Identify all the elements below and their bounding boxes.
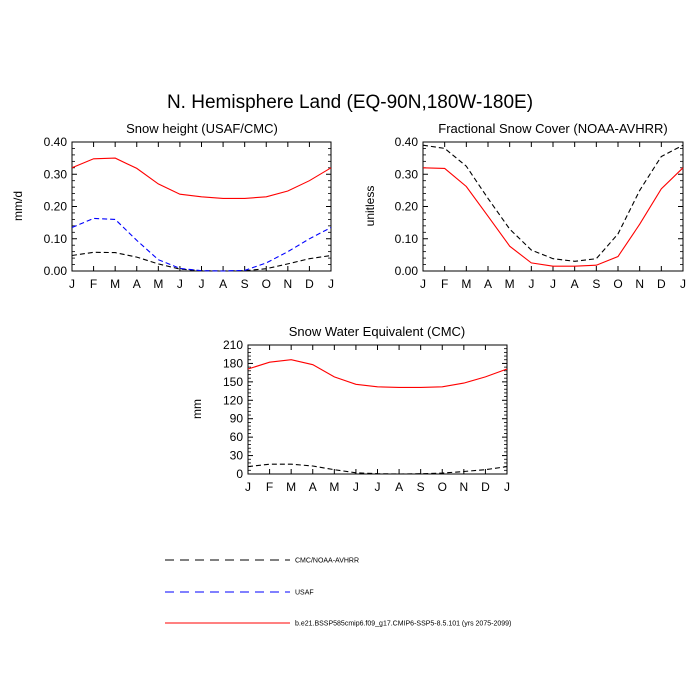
y-tick-label: 0.10	[44, 232, 68, 246]
panel-title: Snow Water Equivalent (CMC)	[289, 324, 466, 339]
x-tick-label: M	[110, 277, 120, 291]
x-tick-label: O	[438, 480, 447, 494]
y-tick-label: 120	[223, 393, 243, 407]
plot-frame	[422, 141, 684, 272]
fractional-snow-cover-panel: Fractional Snow Cover (NOAA-AVHRR) unitl…	[363, 121, 686, 291]
legend: CMC/NOAA-AVHRR USAF b.e21.BSSP585cmip6.f…	[165, 558, 511, 628]
y-tick-label: 0.20	[44, 200, 68, 214]
series-line-cmc	[247, 463, 508, 475]
x-tick-label: A	[571, 277, 579, 291]
x-tick-label: J	[504, 480, 510, 494]
legend-item-cmc: CMC/NOAA-AVHRR	[165, 558, 359, 565]
y-tick-label: 0	[236, 467, 243, 481]
x-tick-label: J	[353, 480, 359, 494]
panel-title: Snow height (USAF/CMC)	[126, 121, 278, 136]
x-tick-label: M	[153, 277, 163, 291]
y-tick-label: 0.20	[395, 200, 419, 214]
series-line-cmc	[422, 144, 684, 262]
x-tick-label: M	[505, 277, 515, 291]
series-line-model	[422, 167, 684, 267]
x-tick-label: A	[219, 277, 227, 291]
y-tick-label: 0.30	[395, 167, 419, 181]
panel-title: Fractional Snow Cover (NOAA-AVHRR)	[438, 121, 667, 136]
plot-frame	[247, 344, 508, 475]
legend-item-usaf: USAF	[165, 590, 314, 597]
legend-item-model: b.e21.BSSP585cmip6.f09_g17.CMIP6-SSP5-8.…	[165, 621, 511, 628]
x-tick-label: F	[90, 277, 97, 291]
y-axis-label: mm/d	[11, 191, 25, 221]
series-line-model	[247, 359, 508, 388]
x-tick-label: S	[417, 480, 425, 494]
x-tick-label: N	[635, 277, 644, 291]
x-tick-label: J	[375, 480, 381, 494]
y-tick-label: 210	[223, 338, 243, 352]
x-tick-label: A	[309, 480, 317, 494]
x-tick-label: S	[592, 277, 600, 291]
series-line-model	[71, 157, 332, 199]
x-tick-label: J	[420, 277, 426, 291]
x-tick-label: F	[441, 277, 448, 291]
series-line-usaf	[71, 217, 332, 272]
x-tick-label: D	[305, 277, 314, 291]
x-tick-label: A	[484, 277, 492, 291]
legend-label: CMC/NOAA-AVHRR	[295, 558, 359, 565]
y-tick-label: 180	[223, 356, 243, 370]
x-tick-label: M	[329, 480, 339, 494]
x-tick-label: M	[286, 480, 296, 494]
y-tick-label: 0.30	[44, 167, 68, 181]
x-tick-label: A	[133, 277, 141, 291]
y-axis-label: unitless	[363, 186, 377, 227]
x-tick-label: S	[241, 277, 249, 291]
y-axis-label: mm	[190, 399, 204, 419]
series-line-cmc	[71, 251, 332, 272]
x-tick-label: A	[395, 480, 403, 494]
y-tick-label: 30	[230, 449, 244, 463]
x-tick-label: O	[262, 277, 271, 291]
x-tick-label: J	[245, 480, 251, 494]
legend-label: b.e21.BSSP585cmip6.f09_g17.CMIP6-SSP5-8.…	[295, 621, 511, 628]
x-tick-label: N	[283, 277, 292, 291]
x-tick-label: J	[328, 277, 334, 291]
y-tick-label: 150	[223, 375, 243, 389]
y-tick-label: 0.00	[44, 264, 68, 278]
y-tick-label: 60	[230, 430, 244, 444]
x-tick-label: F	[266, 480, 273, 494]
x-tick-label: D	[481, 480, 490, 494]
x-tick-label: D	[657, 277, 666, 291]
y-tick-label: 0.40	[395, 135, 419, 149]
x-tick-label: N	[459, 480, 468, 494]
x-tick-label: O	[613, 277, 622, 291]
y-tick-label: 0.10	[395, 232, 419, 246]
x-tick-label: J	[69, 277, 75, 291]
x-tick-label: J	[528, 277, 534, 291]
x-tick-label: J	[177, 277, 183, 291]
y-tick-label: 90	[230, 412, 244, 426]
x-tick-label: M	[461, 277, 471, 291]
x-tick-label: J	[680, 277, 686, 291]
y-tick-label: 0.00	[395, 264, 419, 278]
plot-frame	[71, 141, 332, 272]
legend-label: USAF	[295, 590, 314, 597]
main-title: N. Hemisphere Land (EQ-90N,180W-180E)	[167, 92, 533, 113]
y-tick-label: 0.40	[44, 135, 68, 149]
x-tick-label: J	[199, 277, 205, 291]
x-tick-label: J	[550, 277, 556, 291]
